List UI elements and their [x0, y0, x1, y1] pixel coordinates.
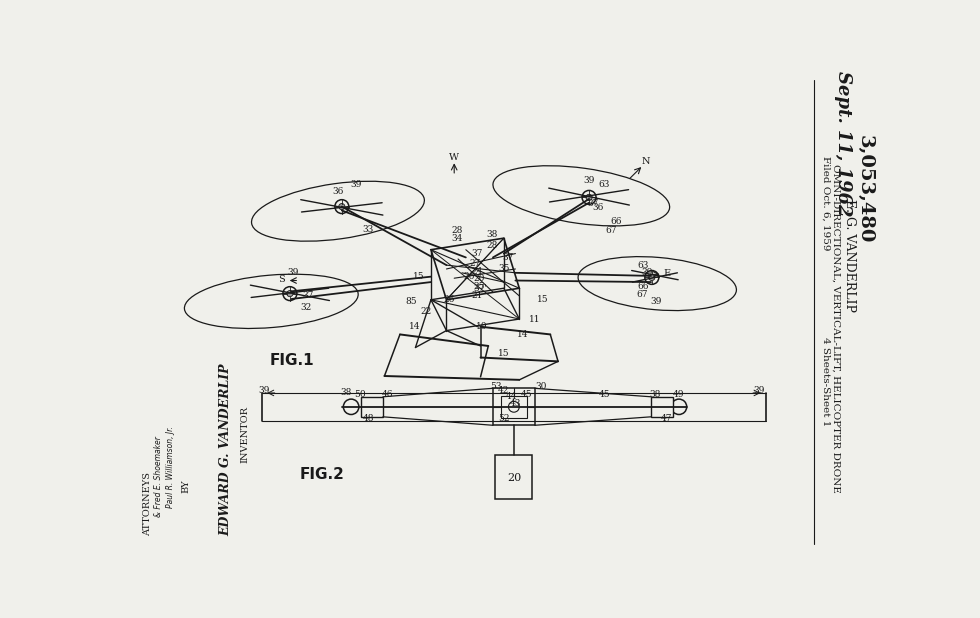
Text: E: E: [663, 269, 671, 278]
Text: 66: 66: [638, 282, 649, 291]
Text: W: W: [449, 153, 460, 162]
Text: 39: 39: [259, 386, 270, 395]
Text: 14: 14: [517, 330, 529, 339]
Text: 39: 39: [351, 180, 363, 188]
Text: 37': 37': [473, 284, 487, 293]
Text: 66: 66: [611, 217, 622, 226]
Text: 85: 85: [405, 297, 416, 306]
Text: 21: 21: [471, 292, 482, 300]
Text: 28: 28: [452, 226, 463, 235]
Text: 36: 36: [593, 203, 604, 212]
Text: 45: 45: [599, 390, 611, 399]
Text: 39: 39: [754, 386, 765, 395]
Bar: [493, 388, 535, 425]
Text: 44: 44: [506, 392, 517, 400]
Text: 4 Sheets-Sheet 1: 4 Sheets-Sheet 1: [821, 337, 830, 427]
Text: 37: 37: [587, 199, 599, 208]
Text: BY: BY: [181, 480, 190, 493]
Text: 14: 14: [409, 322, 420, 331]
Text: 46: 46: [382, 390, 393, 399]
Text: FIG.1: FIG.1: [270, 353, 314, 368]
Text: 53: 53: [490, 381, 502, 391]
Text: 43: 43: [510, 399, 521, 408]
Text: 49: 49: [672, 390, 684, 399]
Circle shape: [287, 290, 293, 297]
Text: 20: 20: [473, 274, 485, 284]
Text: 37: 37: [502, 253, 514, 262]
Text: 10: 10: [476, 322, 488, 331]
Text: 63: 63: [599, 180, 611, 188]
Text: 38: 38: [649, 390, 661, 399]
Text: 37: 37: [303, 292, 315, 300]
Text: 37: 37: [471, 249, 482, 258]
Text: ATTORNEYS: ATTORNEYS: [143, 472, 152, 536]
Text: 67: 67: [636, 290, 648, 299]
Text: 22: 22: [420, 307, 432, 316]
Text: 15: 15: [498, 349, 510, 358]
Circle shape: [582, 190, 596, 205]
Text: 30: 30: [535, 381, 547, 391]
Text: FIG.2: FIG.2: [299, 467, 344, 482]
Text: Paul R. Williamson, Jr.: Paul R. Williamson, Jr.: [166, 426, 175, 508]
Circle shape: [343, 399, 359, 415]
Text: N: N: [641, 158, 650, 166]
Text: 52: 52: [498, 414, 510, 423]
Circle shape: [671, 399, 687, 415]
Text: 50: 50: [355, 390, 367, 399]
Text: 34: 34: [452, 234, 463, 243]
Text: & Fred E. Shoemaker: & Fred E. Shoemaker: [155, 436, 164, 517]
Circle shape: [649, 274, 655, 281]
Text: 38: 38: [340, 387, 352, 397]
Text: 3,053,480: 3,053,480: [856, 135, 874, 244]
Text: OMNI-DIRECTIONAL, VERTICAL-LIFT, HELICOPTER DRONE: OMNI-DIRECTIONAL, VERTICAL-LIFT, HELICOP…: [831, 164, 840, 493]
Bar: [651, 397, 672, 417]
Text: 20: 20: [507, 473, 521, 483]
Bar: [501, 396, 527, 418]
Circle shape: [339, 203, 345, 210]
Text: Filed Oct. 6, 1959: Filed Oct. 6, 1959: [821, 156, 830, 251]
Text: 36: 36: [332, 187, 344, 197]
Text: EDWARD G. VANDERLIP: EDWARD G. VANDERLIP: [220, 363, 232, 536]
Text: 28: 28: [486, 242, 498, 250]
Text: 33: 33: [363, 225, 373, 234]
Text: 42: 42: [498, 386, 510, 395]
Text: 27: 27: [469, 259, 481, 268]
Text: S: S: [278, 275, 285, 284]
Text: 45: 45: [521, 390, 533, 399]
Text: 32: 32: [301, 303, 312, 312]
Text: 15: 15: [413, 272, 424, 281]
Text: 11: 11: [529, 315, 541, 323]
Text: 26: 26: [464, 272, 474, 281]
Text: 24: 24: [471, 267, 482, 276]
Text: 39: 39: [583, 176, 595, 185]
Text: 38: 38: [486, 230, 498, 239]
Bar: [362, 397, 383, 417]
Text: 35: 35: [498, 265, 510, 274]
Text: E. G. VANDERLIP: E. G. VANDERLIP: [843, 198, 856, 311]
Text: 39: 39: [642, 268, 653, 277]
Bar: [495, 455, 532, 499]
Circle shape: [283, 287, 297, 300]
Text: 39: 39: [287, 268, 299, 277]
Text: 39: 39: [650, 297, 662, 306]
Text: INVENTOR: INVENTOR: [240, 406, 250, 463]
Text: 15: 15: [537, 295, 549, 304]
Circle shape: [645, 271, 659, 284]
Text: 47: 47: [661, 414, 672, 423]
Text: 25: 25: [473, 282, 485, 291]
Text: 67: 67: [605, 226, 616, 235]
Text: 26: 26: [444, 295, 456, 304]
Text: 48: 48: [364, 414, 374, 423]
Text: 63: 63: [638, 261, 649, 269]
Text: Sept. 11, 1962: Sept. 11, 1962: [834, 70, 853, 216]
Circle shape: [335, 200, 349, 214]
Circle shape: [586, 194, 592, 200]
